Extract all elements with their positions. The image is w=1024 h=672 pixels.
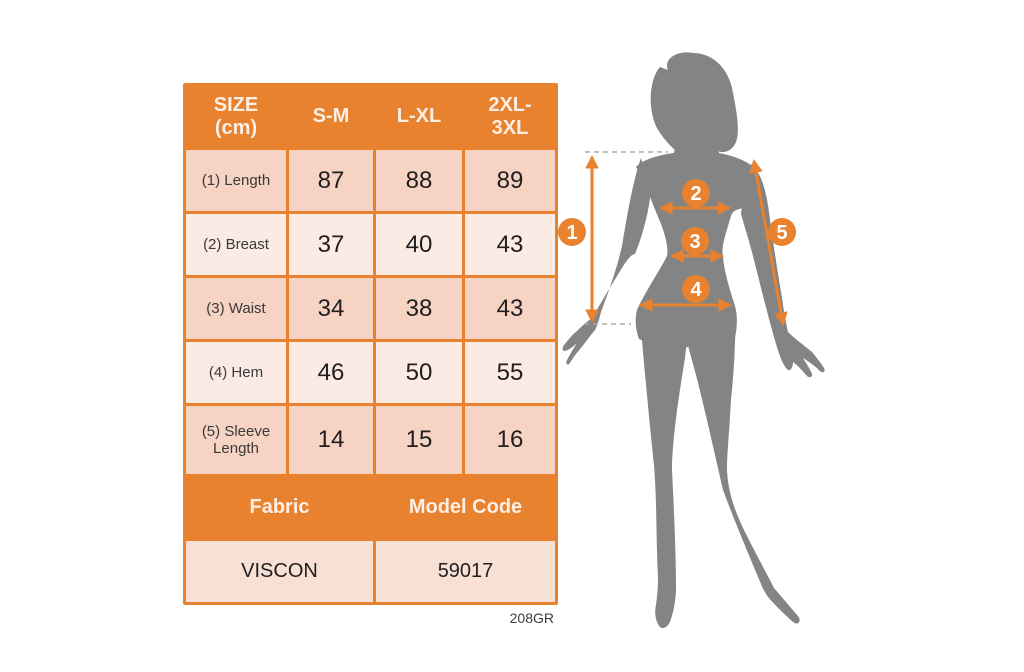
row-sleeve-value-lxl: 15 (376, 406, 462, 474)
row-waist-value-2xl3xl: 43 (465, 278, 555, 339)
row-length-label: (1) Length (186, 150, 286, 211)
row-breast-value-lxl: 40 (376, 214, 462, 275)
marker-4-circle (682, 275, 710, 303)
row-sleeve-value-sm: 14 (289, 406, 373, 474)
size-table-header-2xl3xl: 2XL-3XL (488, 93, 532, 139)
marker-3-circle (681, 227, 709, 255)
row-waist-label: (3) Waist (186, 278, 286, 339)
weight-note: 208GR (509, 610, 554, 626)
fabric-header: Fabric (249, 496, 310, 518)
row-hem-value-2xl3xl: 55 (465, 342, 555, 403)
marker-5: 5 (768, 218, 796, 246)
marker-2: 2 (682, 179, 710, 207)
marker-2-number: 2 (690, 183, 701, 205)
row-hem-value-sm: 46 (289, 342, 373, 403)
row-sleeve-label: (5) Sleeve Length (186, 406, 286, 474)
marker-4: 4 (682, 275, 710, 303)
row-length-value-sm: 87 (289, 150, 373, 211)
sleeve-arrow (749, 158, 788, 327)
marker-1-circle (558, 218, 586, 246)
model-code-header: Model Code (408, 496, 523, 518)
silhouette-left-leg (639, 308, 689, 629)
size-table-header-lxl: L-XL (396, 105, 442, 127)
silhouette-left-arm (562, 158, 650, 365)
marker-5-circle (768, 218, 796, 246)
row-waist-value-sm: 34 (289, 278, 373, 339)
marker-2-circle (682, 179, 710, 207)
row-breast-value-2xl3xl: 43 (465, 214, 555, 275)
marker-5-number: 5 (776, 222, 787, 244)
size-table-header-sm: S-M (312, 105, 350, 127)
row-waist-value-lxl: 38 (376, 278, 462, 339)
row-length-value-2xl3xl: 89 (465, 150, 555, 211)
marker-4-number: 4 (690, 279, 702, 301)
size-table: SIZE (cm) S-M L-XL 2XL-3XL (1) Length 87… (183, 83, 558, 605)
row-hem-label: (4) Hem (186, 342, 286, 403)
marker-3: 3 (681, 227, 709, 255)
size-table-header-size: SIZE (cm) (213, 93, 259, 139)
row-breast-value-sm: 37 (289, 214, 373, 275)
fabric-value: VISCON (186, 541, 373, 602)
marker-1-number: 1 (566, 222, 577, 244)
silhouette-right-arm (741, 164, 825, 378)
model-code-value: 59017 (376, 541, 555, 602)
silhouette-head (650, 52, 738, 157)
marker-1: 1 (558, 218, 586, 246)
marker-3-number: 3 (689, 231, 700, 253)
measurement-diagram: 1 2 3 4 5 (558, 52, 825, 629)
silhouette-right-leg (688, 310, 800, 624)
row-sleeve-value-2xl3xl: 16 (465, 406, 555, 474)
row-length-value-lxl: 88 (376, 150, 462, 211)
row-breast-label: (2) Breast (186, 214, 286, 275)
female-body-silhouette (562, 52, 825, 629)
row-hem-value-lxl: 50 (376, 342, 462, 403)
